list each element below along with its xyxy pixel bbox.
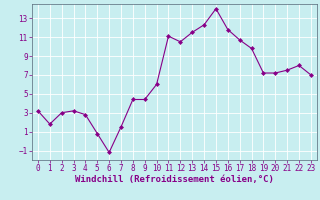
X-axis label: Windchill (Refroidissement éolien,°C): Windchill (Refroidissement éolien,°C) <box>75 175 274 184</box>
